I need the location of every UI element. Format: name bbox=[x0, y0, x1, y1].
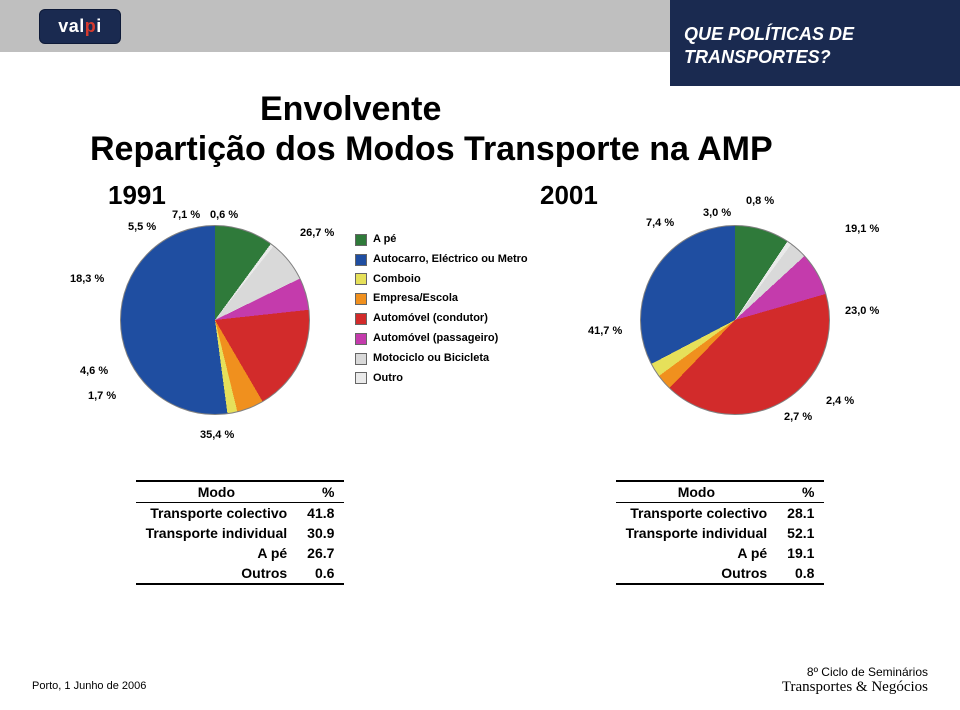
legend-swatch bbox=[355, 313, 367, 325]
legend-item: Comboio bbox=[355, 270, 555, 290]
pie2001-label: 23,0 % bbox=[845, 305, 879, 317]
legend-label: Autocarro, Eléctrico ou Metro bbox=[373, 250, 528, 270]
table-header: % bbox=[297, 481, 344, 503]
legend-item: Automóvel (passageiro) bbox=[355, 329, 555, 349]
logo: valpi bbox=[39, 9, 121, 44]
table-2001: Modo% Transporte colectivo28.1 Transport… bbox=[616, 480, 825, 585]
table-cell: 26.7 bbox=[297, 543, 344, 563]
pie2001-label: 41,7 % bbox=[588, 325, 622, 337]
logo-text-tail: i bbox=[96, 16, 102, 36]
table-1991: Modo% Transporte colectivo41.8 Transport… bbox=[136, 480, 345, 585]
pie1991-label: 7,1 % bbox=[172, 209, 200, 221]
legend-label: Automóvel (condutor) bbox=[373, 309, 488, 329]
tables-row: Modo% Transporte colectivo41.8 Transport… bbox=[0, 480, 960, 585]
legend-item: Empresa/Escola bbox=[355, 289, 555, 309]
pie-chart-1991 bbox=[120, 225, 310, 415]
legend-label: Comboio bbox=[373, 270, 421, 290]
pie2001-label: 7,4 % bbox=[646, 217, 674, 229]
logo-text-main: val bbox=[58, 16, 85, 36]
table-cell: 28.1 bbox=[777, 503, 824, 524]
legend-item: A pé bbox=[355, 230, 555, 250]
pie2001-label: 19,1 % bbox=[845, 223, 879, 235]
table-cell: 0.8 bbox=[777, 563, 824, 584]
table-cell: Transporte colectivo bbox=[136, 503, 298, 524]
table-cell: Outros bbox=[616, 563, 778, 584]
footer-right-line2: Transportes & Negócios bbox=[782, 679, 928, 696]
footer-right-line1: 8º Ciclo de Seminários bbox=[782, 665, 928, 679]
table-cell: Transporte individual bbox=[616, 523, 778, 543]
panel-text: QUE POLÍTICAS DE TRANSPORTES? bbox=[684, 23, 946, 70]
pie1991-label: 35,4 % bbox=[200, 429, 234, 441]
title-line1: Envolvente bbox=[260, 90, 960, 129]
table-cell: 19.1 bbox=[777, 543, 824, 563]
legend-label: Motociclo ou Bicicleta bbox=[373, 349, 489, 369]
table-header: Modo bbox=[136, 481, 298, 503]
pie2001-label: 3,0 % bbox=[703, 207, 731, 219]
table-cell: A pé bbox=[136, 543, 298, 563]
logo-container: valpi bbox=[0, 0, 160, 52]
pie-chart-2001 bbox=[640, 225, 830, 415]
table-cell: 0.6 bbox=[297, 563, 344, 584]
table-cell: 41.8 bbox=[297, 503, 344, 524]
table-header: Modo bbox=[616, 481, 778, 503]
legend-swatch bbox=[355, 254, 367, 266]
pie1991-label: 5,5 % bbox=[128, 221, 156, 233]
chart-area: 26,7 % 7,1 % 0,6 % 5,5 % 18,3 % 4,6 % 1,… bbox=[0, 195, 960, 465]
legend-swatch bbox=[355, 372, 367, 384]
legend-item: Automóvel (condutor) bbox=[355, 309, 555, 329]
table-cell: Transporte individual bbox=[136, 523, 298, 543]
pie1991-label: 4,6 % bbox=[80, 365, 108, 377]
pie1991-label: 26,7 % bbox=[300, 227, 334, 239]
footer-right: 8º Ciclo de Seminários Transportes & Neg… bbox=[782, 665, 928, 696]
table-cell: A pé bbox=[616, 543, 778, 563]
legend-item: Motociclo ou Bicicleta bbox=[355, 349, 555, 369]
chart-legend: A péAutocarro, Eléctrico ou MetroComboio… bbox=[355, 230, 555, 388]
legend-label: A pé bbox=[373, 230, 396, 250]
legend-item: Outro bbox=[355, 369, 555, 389]
legend-label: Empresa/Escola bbox=[373, 289, 458, 309]
pie1991-label: 0,6 % bbox=[210, 209, 238, 221]
pie2001-label: 0,8 % bbox=[746, 195, 774, 207]
title-line2: Repartição dos Modos Transporte na AMP bbox=[90, 130, 773, 169]
pie1991-label: 18,3 % bbox=[70, 273, 104, 285]
footer-left: Porto, 1 Junho de 2006 bbox=[32, 680, 146, 692]
table-cell: Outros bbox=[136, 563, 298, 584]
legend-swatch bbox=[355, 273, 367, 285]
table-cell: 30.9 bbox=[297, 523, 344, 543]
legend-swatch bbox=[355, 333, 367, 345]
pie1991-label: 1,7 % bbox=[88, 390, 116, 402]
table-cell: 52.1 bbox=[777, 523, 824, 543]
legend-swatch bbox=[355, 293, 367, 305]
table-header: % bbox=[777, 481, 824, 503]
logo-accent: p bbox=[85, 16, 97, 36]
legend-item: Autocarro, Eléctrico ou Metro bbox=[355, 250, 555, 270]
legend-swatch bbox=[355, 353, 367, 365]
legend-label: Outro bbox=[373, 369, 403, 389]
header-panel: QUE POLÍTICAS DE TRANSPORTES? bbox=[670, 0, 960, 86]
legend-swatch bbox=[355, 234, 367, 246]
table-cell: Transporte colectivo bbox=[616, 503, 778, 524]
pie2001-label: 2,7 % bbox=[784, 411, 812, 423]
pie2001-label: 2,4 % bbox=[826, 395, 854, 407]
legend-label: Automóvel (passageiro) bbox=[373, 329, 498, 349]
